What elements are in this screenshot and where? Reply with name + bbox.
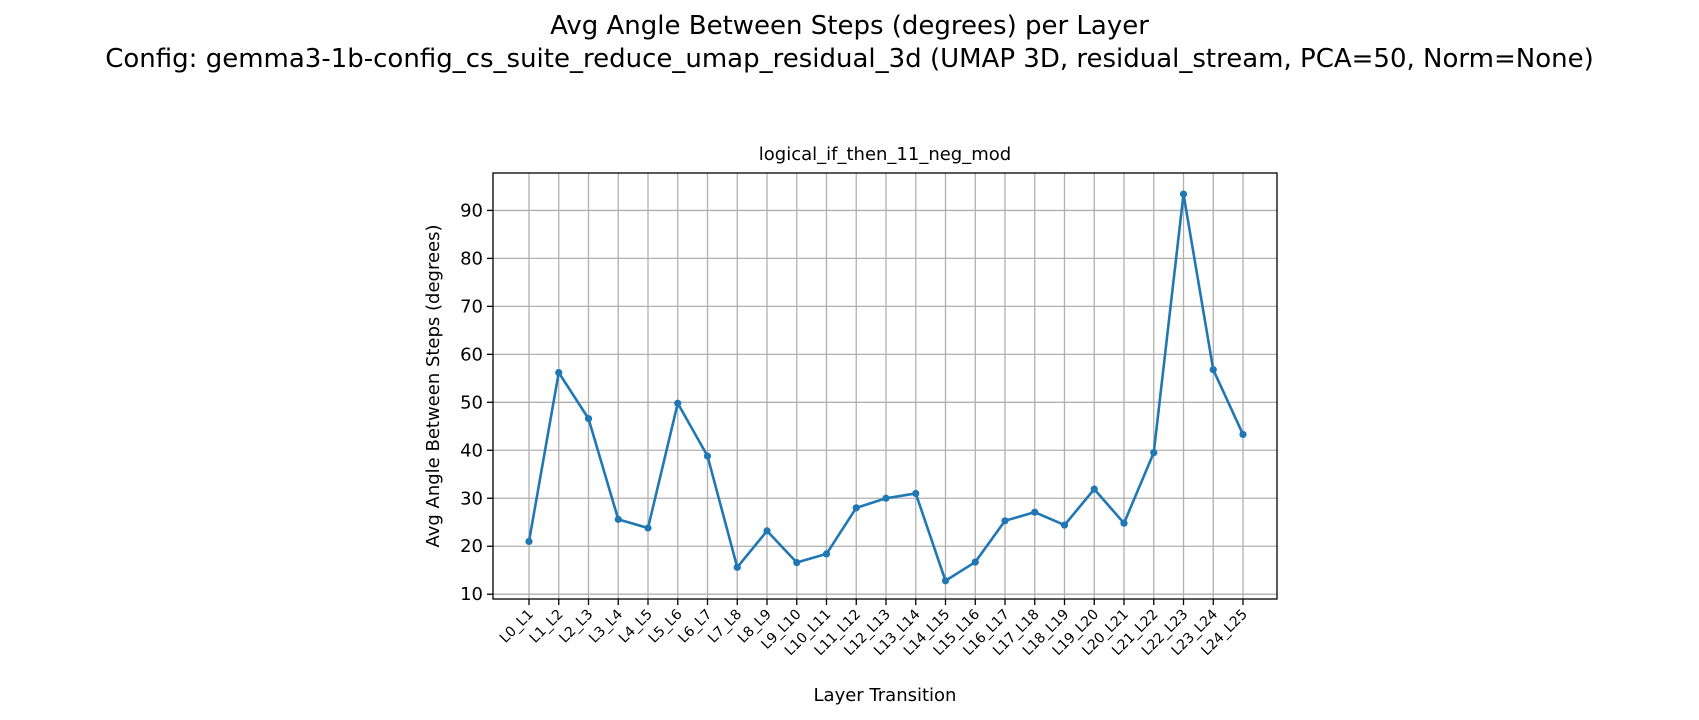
data-point bbox=[971, 558, 979, 566]
y-tick-label: 30 bbox=[460, 488, 483, 509]
data-point bbox=[733, 563, 741, 571]
data-point bbox=[525, 537, 533, 546]
data-point bbox=[584, 415, 593, 423]
figure-suptitle-line1: Avg Angle Between Steps (degrees) per La… bbox=[550, 11, 1149, 41]
data-point bbox=[822, 550, 831, 558]
axis-ticks: L0_L1L1_L2L2_L3L3_L4L4_L5L5_L6L6_L7L7_L8… bbox=[460, 200, 1251, 659]
data-point bbox=[1001, 517, 1009, 525]
data-point bbox=[703, 452, 712, 460]
y-tick-label: 70 bbox=[460, 296, 483, 317]
y-tick-label: 60 bbox=[460, 344, 483, 365]
data-point bbox=[1209, 366, 1217, 374]
data-point bbox=[941, 577, 950, 585]
data-point bbox=[1239, 430, 1247, 439]
y-tick-label: 20 bbox=[460, 536, 483, 557]
data-point bbox=[1060, 521, 1069, 529]
data-point bbox=[1031, 508, 1039, 516]
data-point bbox=[555, 368, 563, 377]
data-point bbox=[793, 558, 801, 567]
grid-lines bbox=[493, 173, 1277, 599]
y-axis-label: Avg Angle Between Steps (degrees) bbox=[423, 224, 444, 547]
data-point bbox=[1150, 449, 1158, 457]
data-point bbox=[1090, 485, 1098, 493]
data-point bbox=[852, 504, 860, 512]
series-points bbox=[525, 190, 1247, 585]
y-tick-label: 80 bbox=[460, 248, 483, 269]
data-point bbox=[882, 494, 890, 502]
y-tick-label: 50 bbox=[460, 392, 483, 413]
data-point bbox=[644, 524, 652, 532]
data-point bbox=[1179, 190, 1188, 198]
y-tick-label: 90 bbox=[460, 200, 483, 221]
data-point bbox=[912, 489, 920, 498]
y-tick-label: 10 bbox=[460, 584, 483, 605]
plot-area-frame bbox=[492, 172, 1278, 600]
figure-suptitle-line2: Config: gemma3-1b-config_cs_suite_reduce… bbox=[105, 44, 1594, 74]
axes-title: logical_if_then_11_neg_mod bbox=[759, 144, 1011, 165]
data-point bbox=[763, 527, 771, 535]
data-point bbox=[1120, 519, 1128, 527]
data-point bbox=[614, 515, 622, 523]
data-point bbox=[674, 399, 682, 407]
y-tick-label: 40 bbox=[460, 440, 483, 461]
x-axis-label: Layer Transition bbox=[814, 685, 957, 706]
